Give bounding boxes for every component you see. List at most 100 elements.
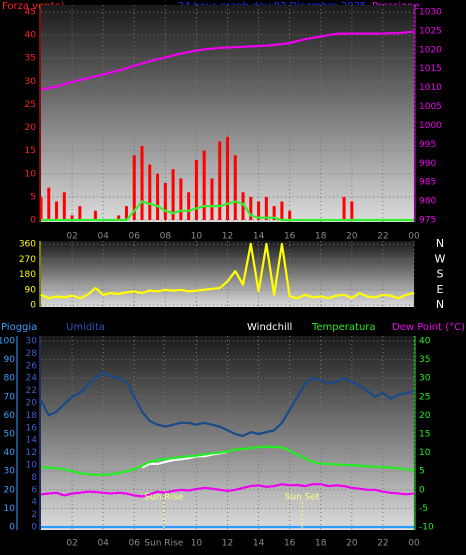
- y-tick-label: 30: [4, 467, 16, 477]
- x-tick-label: 12: [222, 539, 233, 549]
- bar: [124, 206, 128, 220]
- bar: [280, 201, 284, 220]
- y2-tick-label: 980: [419, 197, 436, 207]
- legend-label: Windchill: [247, 322, 292, 333]
- line: [40, 30, 415, 91]
- bar: [93, 210, 97, 220]
- y2-tick-label: 35: [419, 355, 430, 365]
- annotation-label: Sun Rise: [144, 493, 183, 503]
- x-tick-label: 16: [284, 539, 296, 549]
- y-tick-label: 40: [25, 31, 37, 41]
- y-tick-label: 270: [19, 255, 36, 265]
- bar: [218, 141, 222, 220]
- y-tick-label: 25: [25, 100, 36, 110]
- y3-tick-label: 2: [31, 510, 37, 520]
- line: [41, 200, 414, 222]
- x-tick-label: 20: [346, 539, 358, 549]
- y2-tick-label: 1030: [419, 8, 442, 18]
- x-tick-label: 14: [253, 232, 265, 242]
- y3-axis-label: Umidita: [66, 322, 105, 333]
- y3-tick-label: 4: [31, 498, 37, 508]
- y-tick-label: 45: [25, 8, 36, 18]
- compass-label: N: [436, 298, 444, 311]
- x-tick-label: 00: [408, 539, 420, 549]
- y-tick-label: 0: [30, 216, 36, 226]
- x-tick-label: 18: [315, 539, 327, 549]
- y-tick-label: 10: [25, 169, 37, 179]
- x-tick-label: 22: [377, 539, 388, 549]
- y3-tick-label: 12: [26, 448, 37, 458]
- bar: [163, 183, 167, 220]
- y3-tick-label: 8: [31, 473, 37, 483]
- y2-tick-label: 1015: [419, 64, 442, 74]
- x-tick-label: Sun Rise: [144, 539, 183, 549]
- y2-tick-label: 985: [419, 178, 436, 188]
- y2-tick-label: 1000: [419, 121, 442, 131]
- y-tick-label: 40: [4, 448, 16, 458]
- bar: [233, 155, 237, 220]
- line: [41, 445, 415, 476]
- y-axis-label: Forza vento): [2, 1, 65, 12]
- line: [40, 371, 415, 437]
- y3-tick-label: 30: [26, 337, 38, 347]
- y2-tick-label: 20: [419, 411, 431, 421]
- compass-label: S: [437, 268, 444, 281]
- x-tick-label: 06: [129, 539, 141, 549]
- x-tick-label: 06: [129, 232, 141, 242]
- bar: [148, 164, 152, 220]
- y3-tick-label: 26: [26, 361, 38, 371]
- bar: [156, 173, 160, 220]
- y2-tick-label: 975: [419, 216, 436, 226]
- y3-tick-label: 0: [31, 523, 37, 533]
- bar: [264, 196, 268, 220]
- bar: [187, 192, 191, 220]
- y-tick-label: 10: [4, 504, 16, 514]
- y3-tick-label: 28: [26, 349, 38, 359]
- y2-tick-label: 0: [419, 485, 425, 495]
- y2-tick-label: 995: [419, 140, 436, 150]
- x-tick-label: 16: [284, 232, 296, 242]
- y3-tick-label: 20: [26, 399, 38, 409]
- y2-tick-label: 1010: [419, 83, 442, 93]
- y2-tick-label: 1005: [419, 102, 442, 112]
- y-tick-label: 50: [4, 430, 16, 440]
- y2-tick-label: 15: [419, 430, 430, 440]
- bar: [78, 206, 82, 220]
- annotation-label: Sun Set: [285, 493, 320, 503]
- y-tick-label: 0: [9, 523, 15, 533]
- bar: [47, 187, 51, 220]
- bar: [55, 201, 59, 220]
- bar: [226, 136, 229, 220]
- y-tick-label: 90: [25, 285, 37, 295]
- y2-tick-label: -10: [419, 523, 434, 533]
- x-tick-label: 14: [253, 539, 265, 549]
- y3-tick-label: 6: [31, 485, 37, 495]
- y-tick-label: 15: [25, 146, 36, 156]
- bar: [210, 178, 214, 220]
- y-tick-label: 360: [19, 240, 36, 250]
- bar: [288, 210, 292, 220]
- y-tick-label: 80: [4, 374, 16, 384]
- x-tick-label: 20: [346, 232, 358, 242]
- x-tick-label: 08: [160, 232, 172, 242]
- bar: [140, 146, 144, 220]
- y3-tick-label: 16: [26, 423, 38, 433]
- y2-tick-label: 990: [419, 159, 436, 169]
- bar: [179, 178, 183, 220]
- y3-tick-label: 24: [26, 374, 38, 384]
- y2-tick-label: -5: [419, 504, 428, 514]
- bar: [70, 215, 74, 220]
- line: [40, 483, 415, 498]
- x-tick-label: 10: [191, 232, 203, 242]
- x-tick-label: 04: [97, 539, 109, 549]
- y2-tick-label: 5: [419, 467, 425, 477]
- bar: [249, 196, 253, 220]
- y-tick-label: 70: [4, 392, 16, 402]
- line: [40, 242, 415, 300]
- y-tick-label: 180: [19, 270, 36, 280]
- y-tick-label: 20: [25, 123, 37, 133]
- y-tick-label: 60: [4, 411, 16, 421]
- legend-label: Dew Point (°C): [392, 322, 465, 333]
- y3-tick-label: 22: [26, 386, 37, 396]
